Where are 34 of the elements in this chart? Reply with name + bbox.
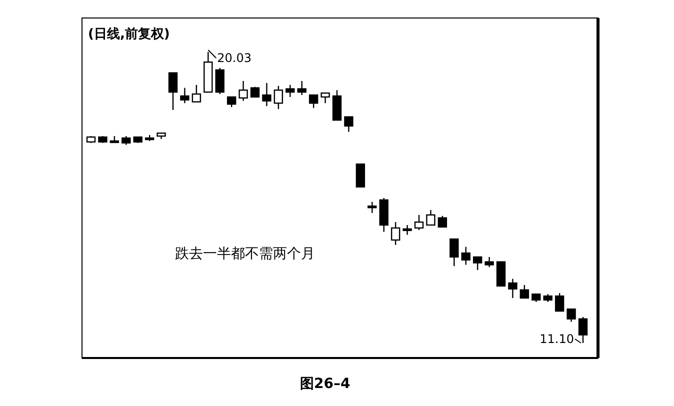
- chart-title: (日线,前复权): [88, 27, 170, 42]
- candlestick: [414, 214, 424, 231]
- annotation: 跌去一半都不需两个月: [175, 246, 315, 262]
- candlestick: [226, 96, 236, 108]
- candlestick: [390, 222, 400, 246]
- annotation: 11.10: [540, 332, 574, 346]
- candlestick: [472, 256, 482, 271]
- candlestick: [402, 224, 412, 236]
- candlestick: [356, 164, 366, 188]
- candlestick: [344, 116, 354, 132]
- candlestick: [192, 84, 202, 102]
- candlestick: [297, 80, 306, 96]
- candlestick: [554, 292, 564, 312]
- candlestick: [484, 256, 494, 268]
- candlestick: [308, 94, 318, 109]
- candlestick: [426, 209, 436, 226]
- candlestick: [578, 316, 588, 344]
- candlestick: [274, 85, 284, 110]
- candlestick: [566, 308, 576, 322]
- candlestick: [215, 67, 224, 95]
- candlestick: [520, 284, 530, 299]
- candlestick: [450, 238, 459, 267]
- annotation: 20.03: [217, 51, 252, 65]
- candlestick: [461, 246, 470, 266]
- candlestick: [262, 82, 272, 107]
- candlestick: [438, 215, 448, 228]
- candlestick: [320, 92, 330, 104]
- candlestick: [286, 84, 295, 98]
- candlestick: [180, 87, 190, 104]
- candlestick: [368, 201, 377, 214]
- candlestick: [508, 278, 518, 299]
- candlestick: [238, 80, 248, 102]
- caption: 图26–4: [300, 376, 350, 392]
- candlestick: [168, 72, 178, 111]
